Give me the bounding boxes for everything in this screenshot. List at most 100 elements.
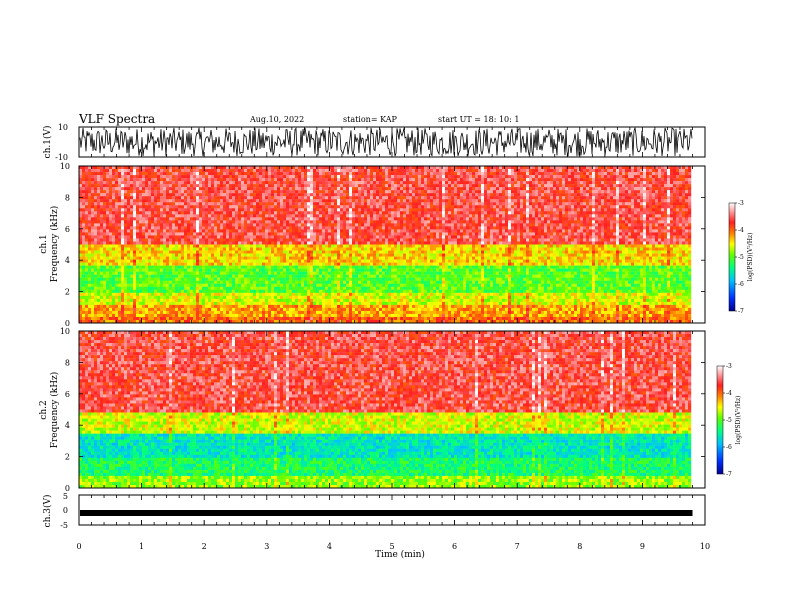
spectrogram-cell	[310, 196, 314, 200]
spectrogram-cell	[295, 310, 299, 315]
spectrogram-cell	[355, 298, 359, 303]
spectrogram-cell	[343, 259, 347, 263]
spectrogram-cell	[121, 262, 125, 266]
spectrogram-cell	[151, 280, 155, 284]
spectrogram-cell	[265, 253, 269, 257]
spectrogram-cell	[199, 202, 203, 206]
spectrogram-cell	[223, 247, 227, 251]
spectrogram-cell	[238, 244, 242, 248]
spectrogram-cell	[247, 304, 251, 309]
spectrogram-cell	[97, 301, 101, 306]
spectrogram-cell	[361, 271, 365, 275]
spectrogram-cell	[172, 211, 176, 215]
spectrogram-cell	[175, 286, 179, 290]
spectrogram-cell	[139, 259, 143, 263]
spectrogram-cell	[115, 196, 119, 200]
spectrogram-cell	[298, 208, 302, 212]
spectrogram-cell	[346, 271, 350, 275]
spectrogram-cell	[118, 310, 122, 315]
spectrogram-cell	[268, 310, 272, 315]
spectrogram-cell	[97, 280, 101, 284]
spectrogram-cell	[313, 277, 317, 281]
spectrogram-cell	[145, 235, 149, 239]
spectrogram-cell	[151, 253, 155, 257]
spectrogram-cell	[220, 250, 224, 254]
spectrogram-cell	[94, 250, 98, 254]
spectrogram-cell	[241, 253, 245, 257]
spectrogram-cell	[202, 256, 206, 260]
spectrogram-cell	[301, 259, 305, 263]
spectrogram-cell	[277, 205, 281, 209]
spectrogram-cell	[139, 262, 143, 266]
spectrogram-cell	[238, 286, 242, 290]
spectrogram-cell	[331, 187, 335, 191]
spectrogram-cell	[331, 274, 335, 278]
spectrogram-cell	[184, 262, 188, 266]
spectrogram-cell	[85, 247, 89, 251]
spectrogram-cell	[295, 241, 299, 245]
spectrogram-cell	[286, 235, 290, 239]
spectrogram-cell	[115, 211, 119, 215]
spectrogram-cell	[247, 289, 251, 294]
spectrogram-cell	[310, 199, 314, 203]
spectrogram-cell	[277, 313, 281, 318]
spectrogram-cell	[139, 232, 143, 236]
spectrogram-cell	[160, 280, 164, 284]
spectrogram-cell	[316, 175, 320, 179]
spectrogram-cell	[151, 292, 155, 297]
spectrogram-cell	[160, 316, 164, 321]
spectrogram-cell	[115, 304, 119, 309]
spectrogram-cell	[178, 274, 182, 278]
spectrogram-cell	[130, 181, 134, 185]
spectrogram-cell	[343, 265, 347, 269]
spectrogram-cell	[106, 304, 110, 309]
spectrogram-cell	[346, 289, 350, 294]
spectrogram-cell	[142, 181, 146, 185]
spectrogram-cell	[301, 247, 305, 251]
spectrogram-cell	[229, 235, 233, 239]
spectrogram-cell	[229, 187, 233, 191]
spectrogram-cell	[130, 184, 134, 188]
spectrogram-cell	[349, 274, 353, 278]
spectrogram-cell	[91, 316, 95, 321]
spectrogram-cell	[124, 190, 128, 194]
spectrogram-cell	[247, 220, 251, 224]
spectrogram-cell	[292, 190, 296, 194]
spectrogram-cell	[160, 241, 164, 245]
spectrogram-cell	[331, 289, 335, 294]
spectrogram-cell	[124, 211, 128, 215]
spectrogram-cell	[139, 241, 143, 245]
spectrogram-cell	[352, 175, 356, 179]
ch1-ytick-top: 10	[58, 123, 68, 132]
spectrogram-cell	[118, 286, 122, 290]
spectrogram-cell	[349, 256, 353, 260]
spectrogram-cell	[262, 238, 266, 242]
spectrogram-cell	[268, 217, 272, 221]
spectrogram-cell	[319, 307, 323, 312]
spectrogram-cell	[211, 202, 215, 206]
spectrogram-cell	[271, 289, 275, 294]
spectrogram-cell	[115, 172, 119, 176]
spectrogram-cell	[85, 175, 89, 179]
spectrogram-cell	[169, 244, 173, 248]
spectrogram-cell	[148, 319, 152, 324]
spectrogram-cell	[190, 229, 194, 233]
spectrogram-cell	[340, 289, 344, 294]
spectrogram-cell	[169, 283, 173, 287]
spectrogram-cell	[355, 307, 359, 312]
spectrogram-cell	[196, 205, 200, 209]
spectrogram-cell	[85, 289, 89, 294]
spectrogram-cell	[172, 241, 176, 245]
spectrogram-cell	[109, 187, 113, 191]
spectrogram-cell	[298, 301, 302, 306]
spectrogram-cell	[316, 184, 320, 188]
spectrogram-cell	[178, 184, 182, 188]
spectrogram-cell	[289, 262, 293, 266]
spectrogram-cell	[160, 271, 164, 275]
spectrogram-cell	[175, 304, 179, 309]
spectrogram-cell	[223, 187, 227, 191]
spectrogram-cell	[283, 268, 287, 272]
spectrogram-cell	[121, 178, 125, 182]
spectrogram-cell	[286, 244, 290, 248]
spectrogram-cell	[289, 259, 293, 263]
